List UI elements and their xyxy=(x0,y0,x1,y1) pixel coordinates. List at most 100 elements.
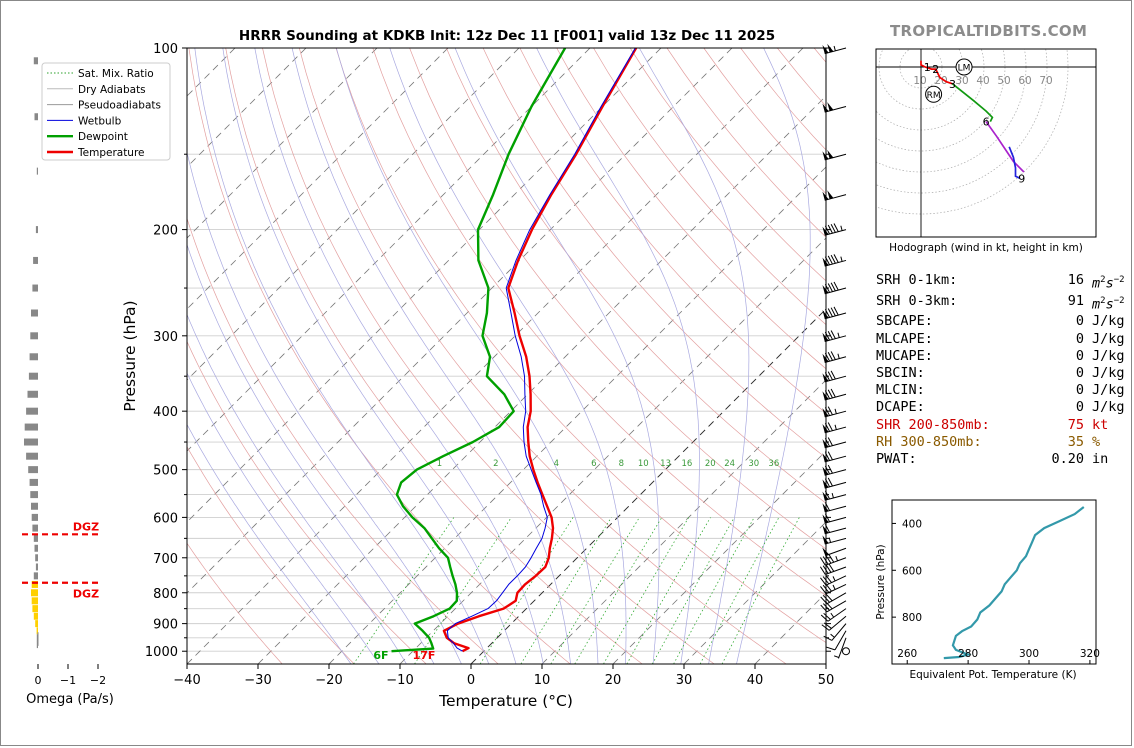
hodograph-marker-label: RM xyxy=(927,91,941,101)
mixing-ratio-label: 30 xyxy=(748,459,759,469)
isotherm-line xyxy=(683,521,826,664)
stat-label: SBCAPE: xyxy=(876,313,933,330)
isotherm-line xyxy=(257,95,826,664)
wind-barb xyxy=(822,43,847,55)
wind-barb-half xyxy=(830,612,835,618)
x-axis-label: Temperature (°C) xyxy=(438,692,573,710)
stat-row: PWAT: 0.20 in xyxy=(876,451,1125,468)
stat-unit: in xyxy=(1092,451,1109,468)
wind-barb xyxy=(820,583,847,595)
hodograph-ring-label: 40 xyxy=(976,75,989,87)
wind-barb-half xyxy=(831,493,834,499)
wind-barb-full xyxy=(822,595,830,603)
omega-bar xyxy=(30,491,38,499)
theta-e-x-axis-label: Equivalent Pot. Temperature (K) xyxy=(909,669,1076,681)
wind-barb-flag xyxy=(822,257,829,267)
hodograph-height-label: 2 xyxy=(932,63,939,76)
hodograph-frame xyxy=(875,48,1097,238)
wind-barb-full xyxy=(825,574,832,583)
omega-x-tick-label: −2 xyxy=(90,674,106,687)
omega-bar xyxy=(24,438,38,446)
dry-adiabat-line xyxy=(188,48,571,664)
wind-barb-full xyxy=(828,554,835,563)
wind-barb-full xyxy=(824,502,831,511)
wind-barb-flag xyxy=(822,525,829,534)
wind-barb-full xyxy=(830,370,836,380)
pseudoadiabat-line xyxy=(187,372,380,664)
dry-adiabat-line xyxy=(187,340,427,664)
wind-barb-full xyxy=(827,437,833,446)
wind-barb-flag xyxy=(827,149,834,159)
wind-barb-full xyxy=(827,451,833,461)
dry-adiabat-line xyxy=(225,48,643,664)
wind-barb xyxy=(822,149,847,161)
hodograph-height-label: 3 xyxy=(949,78,956,91)
omega-bar xyxy=(26,407,38,415)
stat-unit: J/kg xyxy=(1092,330,1125,347)
wind-barb-full xyxy=(820,577,827,586)
isotherm-line xyxy=(187,48,733,594)
wind-barb-shaft xyxy=(824,441,847,449)
skewt-axes-frame xyxy=(186,47,827,665)
stat-label: MLCIN: xyxy=(876,382,925,399)
x-tick-label: 10 xyxy=(534,673,551,688)
wind-barb-half xyxy=(833,45,836,51)
wind-barb-full xyxy=(827,351,833,361)
mixing-ratio-label: 4 xyxy=(554,459,559,469)
wind-barb-flag xyxy=(822,310,829,319)
wind-barb-full xyxy=(827,477,833,487)
wind-barb xyxy=(822,223,847,236)
wind-barb xyxy=(820,574,847,586)
mixing-ratio-label: 36 xyxy=(768,459,779,469)
stat-row: DCAPE: 0 J/kg xyxy=(876,399,1125,416)
hodograph-marker-label: LM xyxy=(958,64,971,74)
theta-e-x-tick-label: 280 xyxy=(958,648,978,660)
wind-barb xyxy=(819,554,847,566)
stat-unit: m2s−2 xyxy=(1092,295,1125,313)
omega-bar xyxy=(34,113,38,121)
omega-axis-label: Omega (Pa/s) xyxy=(26,692,114,707)
wind-barb-shaft xyxy=(824,505,847,513)
stat-unit: kt xyxy=(1092,416,1109,433)
legend: Sat. Mix. Ratio Dry Adiabats Pseudoadiabat… xyxy=(41,62,171,161)
wind-barb-flag xyxy=(822,547,830,556)
dry-adiabat-line xyxy=(187,217,499,664)
dry-adiabat-line xyxy=(298,48,787,664)
wind-barb-full xyxy=(830,330,836,339)
dry-adiabat-line xyxy=(335,48,826,644)
theta-e-frame xyxy=(891,499,1097,665)
wind-barb-full xyxy=(822,584,830,593)
dry-adiabat-line xyxy=(446,48,826,504)
wind-barb-shaft xyxy=(838,637,847,659)
omega-x-tick-label: −1 xyxy=(60,674,76,687)
wind-barb-full xyxy=(825,564,832,573)
wind-barb-full xyxy=(824,524,831,533)
hodograph-ring-label: 30 xyxy=(955,75,968,87)
wind-barb-half xyxy=(837,332,840,338)
omega-x-tick-label: 0 xyxy=(35,674,42,687)
wind-barb-full xyxy=(824,256,831,266)
isotherm-zero-line xyxy=(470,308,826,664)
y-tick-label: 500 xyxy=(153,464,178,479)
brand-watermark: TROPICALTIDBITS.COM xyxy=(890,22,1088,40)
isotherm-line xyxy=(187,48,662,523)
wind-barb-flag xyxy=(827,190,834,200)
mixing-ratio-label: 16 xyxy=(681,459,692,469)
wind-barb-full xyxy=(822,565,829,574)
mixing-ratio-line xyxy=(520,517,612,664)
wind-barb-full xyxy=(827,331,833,340)
pseudoadiabat-line xyxy=(454,48,660,664)
profile-temperature xyxy=(442,48,638,653)
mixing-ratio-label: 8 xyxy=(619,459,624,469)
stat-unit: J/kg xyxy=(1092,382,1125,399)
omega-bar xyxy=(33,57,38,65)
stat-row: SHR 200-850mb: 75 kt xyxy=(876,417,1125,434)
mixing-ratio-label: 6 xyxy=(591,459,596,469)
theta-e-x-tick-label: 260 xyxy=(897,648,917,660)
wind-barb-flag xyxy=(822,191,829,201)
wind-barb-full xyxy=(822,556,829,565)
dry-adiabat-line xyxy=(372,48,826,596)
dry-adiabat-line xyxy=(482,48,826,459)
wind-barb-full xyxy=(830,388,836,398)
wind-barb-shaft xyxy=(824,426,847,434)
